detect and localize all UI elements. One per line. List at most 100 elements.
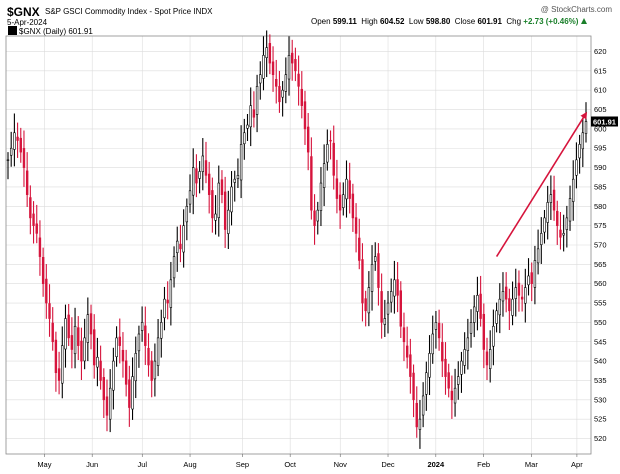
price-bar [239,125,243,199]
price-bar [495,302,498,333]
price-bar [508,288,511,331]
price-bar [255,74,259,133]
price-bar [64,304,67,368]
high-label: High [361,17,378,26]
price-bar [351,183,355,232]
price-bar [473,295,476,338]
symbol-label: $GNX [7,5,40,19]
price-bar [204,141,208,184]
price-bar [73,307,77,369]
price-bar [364,290,367,327]
price-bar [514,268,517,317]
price-bar [265,30,268,78]
price-bar [227,190,230,250]
y-tick-label: 525 [594,415,607,424]
low-value: 598.80 [425,17,451,26]
price-bar [271,46,275,92]
index-name: S&P GSCI Commodity Index - Spot Price IN… [45,7,213,16]
y-tick-label: 620 [594,47,607,56]
price-bar [460,351,463,393]
price-bar [48,284,51,337]
price-bar [370,245,374,311]
price-bar [25,152,29,207]
price-bar [38,220,42,276]
price-bar [536,229,540,275]
legend-text: $GNX (Daily) 601.91 [19,27,93,36]
price-bar [485,337,489,381]
price-bar [19,127,22,163]
price-bar [195,154,198,198]
price-bar [479,275,482,327]
price-bar [540,217,543,264]
price-bar [275,59,278,104]
price-bar [124,349,128,397]
price-bar [57,351,61,395]
price-bar [144,306,147,365]
x-tick-label: May [37,460,51,469]
price-bar [121,332,125,378]
last-value-box [591,116,618,127]
y-tick-label: 530 [594,395,607,404]
price-bar [447,363,450,398]
price-bar [581,117,585,168]
price-bar [469,309,473,348]
price-bar [498,283,501,334]
x-tick-label: Dec [381,460,395,469]
price-bar [457,361,460,400]
price-bar [367,271,371,327]
low-label: Low [408,17,424,26]
price-bar [80,327,83,381]
ohlc-readout: Open 599.11 High 604.52 Low 598.80 Close… [311,17,587,26]
price-bar [319,167,323,227]
price-bar [425,361,428,411]
price-bar [533,245,537,305]
y-tick-label: 565 [594,260,607,269]
price-bar [99,345,102,390]
price-bar [172,246,176,288]
x-tick-label: Apr [571,460,583,469]
price-bar [546,185,549,240]
price-bar [348,162,351,214]
price-bar [434,310,438,349]
price-bar [549,175,553,220]
y-tick-label: 550 [594,318,607,327]
price-bar [150,351,153,398]
price-bar [112,347,115,410]
close-value: 601.91 [477,17,502,26]
price-bar [374,242,377,271]
y-tick-label: 585 [594,182,607,191]
price-bar [380,273,383,339]
price-bar [115,326,118,367]
price-bar [418,400,422,449]
price-bar [568,185,572,231]
plot-frame [5,35,592,455]
price-bar [185,198,189,241]
price-bar [556,200,559,245]
price-bar [543,209,546,244]
price-bar [147,333,150,377]
price-bar [96,337,99,387]
y-tick-label: 520 [594,434,607,443]
series-legend: $GNX (Daily) 601.91 [8,26,93,36]
price-bar [169,261,173,326]
price-bar [310,137,313,220]
price-bar [322,144,326,207]
price-bar [217,165,220,237]
price-bar [259,61,262,100]
y-tick-label: 545 [594,337,607,346]
x-tick-label: Sep [236,460,249,469]
x-axis: May Jun Jul Aug Sep Oct Nov Dec 2024 Feb Mar Apr [37,454,583,469]
price-bar [188,174,192,213]
price-bar [54,331,58,392]
price-bar [358,218,361,270]
price-bar [326,129,329,171]
price-bar [182,209,185,268]
price-bar [402,312,406,362]
price-bar [441,323,444,378]
price-bar [437,309,441,351]
price-bar [207,161,211,214]
chart-grid [6,36,591,454]
price-bar [393,260,396,314]
y-tick-label: 555 [594,299,607,308]
price-bar [294,47,297,82]
